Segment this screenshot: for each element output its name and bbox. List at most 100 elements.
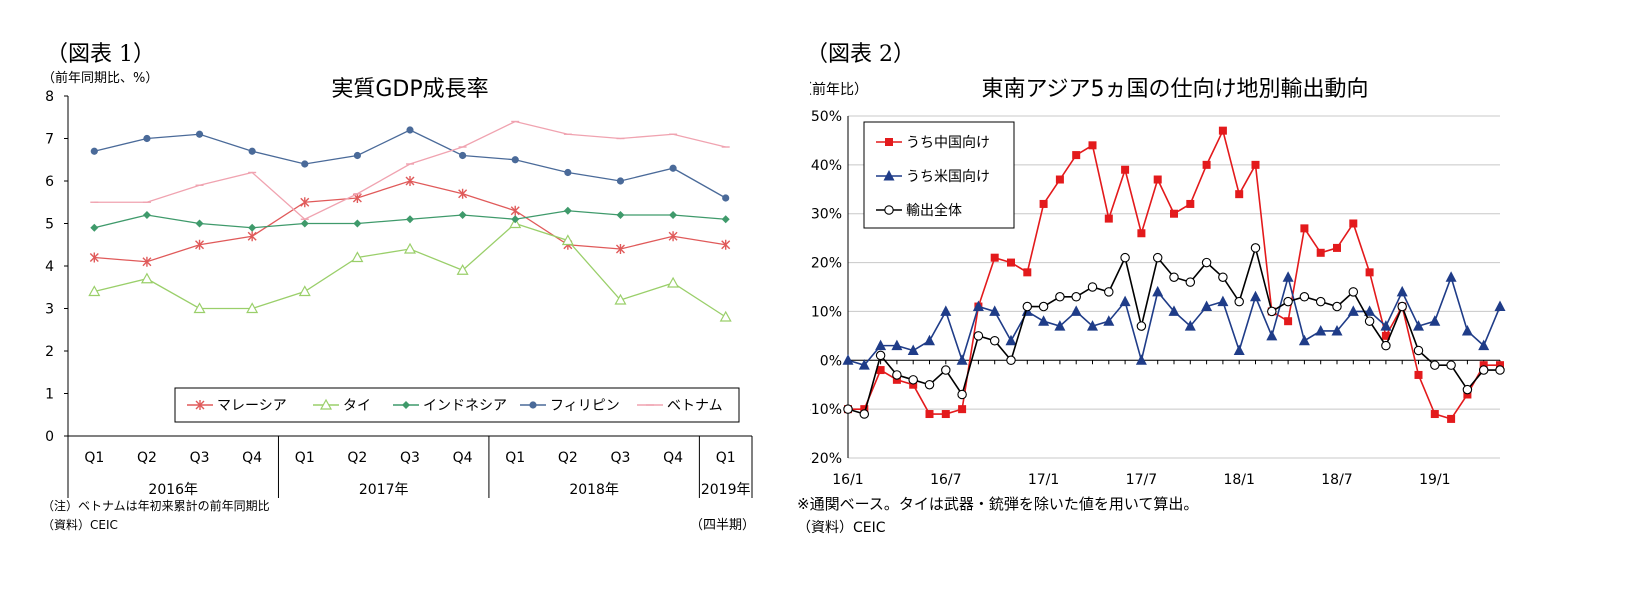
chart2-point <box>1136 321 1147 331</box>
chart1-y-tick-label: 2 <box>45 344 54 360</box>
chart1-point <box>668 231 678 242</box>
chart1-point <box>563 206 572 215</box>
chart2-point <box>1087 320 1098 331</box>
chart2-point <box>1201 257 1212 268</box>
chart1-legend-marker <box>195 400 205 410</box>
chart2-point <box>1168 305 1180 316</box>
chart1-point <box>301 160 309 168</box>
chart1-y-tick-label: 8 <box>45 89 54 105</box>
chart2-point <box>1103 315 1115 326</box>
chart2-point <box>1072 151 1081 160</box>
chart2-point <box>1202 160 1211 169</box>
chart1-point <box>458 211 467 219</box>
chart1-x-tick-label: Q1 <box>295 450 315 466</box>
chart1-point <box>90 147 98 155</box>
chart2-point <box>1331 324 1343 336</box>
figure2-note: ※通関ベース。タイは武器・銃弾を除いた値を用いて算出。 <box>797 495 1199 513</box>
chart1-x-tick-label: Q1 <box>505 450 525 466</box>
chart2-point <box>1055 292 1065 302</box>
chart2-point <box>1284 317 1293 326</box>
chart1-point <box>246 302 259 314</box>
chart2-point <box>990 253 999 262</box>
chart2-point <box>1479 361 1488 370</box>
chart2-point <box>1494 300 1506 312</box>
chart2-point <box>1088 141 1097 150</box>
chart2-point <box>941 365 951 375</box>
chart2-legend-label: 輸出全体 <box>906 202 962 219</box>
chart2-point <box>941 410 950 419</box>
chart2-point <box>1186 199 1195 208</box>
chart1-y-tick-label: 6 <box>45 174 54 190</box>
chart2-point <box>859 409 870 419</box>
chart2-point <box>1478 365 1489 375</box>
chart2-point <box>1380 320 1392 331</box>
chart2-point <box>1413 320 1424 331</box>
chart2-point <box>1005 334 1017 346</box>
chart2-point <box>1266 329 1278 341</box>
chart1-point <box>195 239 205 250</box>
chart2-x-tick-label: 16/1 <box>832 472 863 488</box>
chart1-y-tick-label: 1 <box>45 387 54 403</box>
chart1-y-tick-label: 3 <box>45 302 54 318</box>
chart2-point <box>1282 271 1294 282</box>
chart1-point <box>510 205 520 216</box>
chart2-point <box>1185 277 1196 287</box>
chart1-point <box>248 147 256 155</box>
chart1-point <box>90 223 99 232</box>
chart2-x-tick-label: 17/7 <box>1126 472 1157 488</box>
chart2-point <box>1250 243 1261 253</box>
chart2-point <box>876 366 885 375</box>
chart1-point <box>405 176 415 186</box>
chart2-point <box>1429 315 1441 326</box>
chart2-point <box>1038 315 1050 326</box>
chart2-point <box>957 389 967 400</box>
chart1-x-tick-label: Q2 <box>347 450 367 466</box>
chart1-point <box>511 215 520 224</box>
chart1-point <box>719 310 732 322</box>
chart2-x-tick-label: 18/1 <box>1223 472 1254 488</box>
chart2-point <box>1333 243 1341 252</box>
chart2-point <box>1137 229 1146 238</box>
chart2-point <box>1152 252 1163 263</box>
chart2-point <box>1445 271 1457 282</box>
chart2-point <box>956 354 968 365</box>
chart1-year-label: 2017年 <box>359 482 409 498</box>
figure1-source: （資料）CEIC <box>42 518 118 532</box>
chart1-point <box>351 251 364 263</box>
chart1-legend-marker <box>529 401 537 409</box>
chart2-y-tick-label: 30% <box>811 207 842 223</box>
chart1-year-label: 2018年 <box>569 482 619 498</box>
chart2-point <box>892 370 902 380</box>
chart2-point <box>1218 126 1227 135</box>
chart1-point <box>88 285 101 297</box>
chart2-point <box>875 350 886 361</box>
chart2-point <box>1104 287 1114 297</box>
chart1-point <box>616 177 625 185</box>
chart1-legend-label: マレーシア <box>217 398 287 414</box>
chart2-point <box>1300 224 1309 233</box>
chart1-series-line-1 <box>94 222 727 318</box>
chart1-point <box>561 234 574 246</box>
chart1-point <box>353 151 361 160</box>
chart2-legend-marker <box>885 138 893 146</box>
chart1-x-tick-label: Q3 <box>400 450 420 466</box>
chart2-point <box>1218 272 1228 282</box>
chart2-point <box>1121 165 1130 174</box>
chart2-y-tick-label: -20% <box>810 451 842 467</box>
figure1-label: （図表 1） <box>46 42 155 67</box>
figure2-source: （資料）CEIC <box>797 520 886 536</box>
chart2-x-tick-label: 19/1 <box>1419 472 1450 488</box>
chart2-point <box>1478 339 1490 351</box>
chart2-point <box>1462 384 1473 395</box>
chart1-point <box>406 215 414 224</box>
chart1-point <box>614 293 627 305</box>
chart2-point <box>1315 296 1326 307</box>
chart2-point <box>1251 160 1260 169</box>
chart1-x-tick-label: Q1 <box>716 450 736 466</box>
chart1-point <box>143 134 151 143</box>
chart2-point <box>1169 272 1179 282</box>
chart2-point <box>875 339 887 351</box>
chart2-y-tick-label: 20% <box>811 256 842 272</box>
chart1-y-tick-label: 7 <box>45 132 54 148</box>
chart1-y-tick-label: 5 <box>45 217 54 233</box>
